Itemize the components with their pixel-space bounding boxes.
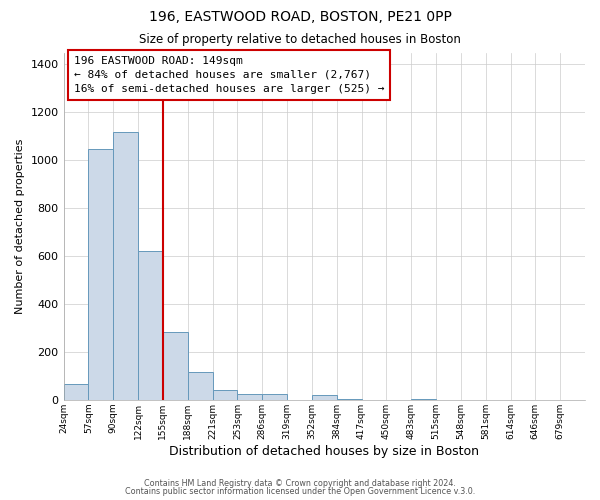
Text: 196, EASTWOOD ROAD, BOSTON, PE21 0PP: 196, EASTWOOD ROAD, BOSTON, PE21 0PP [149,10,451,24]
Text: Size of property relative to detached houses in Boston: Size of property relative to detached ho… [139,32,461,46]
Bar [411,398,436,400]
Bar [238,394,262,400]
Text: Contains HM Land Registry data © Crown copyright and database right 2024.: Contains HM Land Registry data © Crown c… [144,478,456,488]
Bar [312,395,337,400]
X-axis label: Distribution of detached houses by size in Boston: Distribution of detached houses by size … [169,444,479,458]
Bar [262,394,287,400]
Bar [212,390,238,400]
Bar [138,252,163,400]
Text: Contains public sector information licensed under the Open Government Licence v.: Contains public sector information licen… [125,487,475,496]
Y-axis label: Number of detached properties: Number of detached properties [15,138,25,314]
Bar [88,149,113,400]
Bar [337,398,362,400]
Bar [188,372,212,400]
Bar [64,384,88,400]
Bar [163,332,188,400]
Text: 196 EASTWOOD ROAD: 149sqm
← 84% of detached houses are smaller (2,767)
16% of se: 196 EASTWOOD ROAD: 149sqm ← 84% of detac… [74,56,385,94]
Bar [113,132,138,400]
